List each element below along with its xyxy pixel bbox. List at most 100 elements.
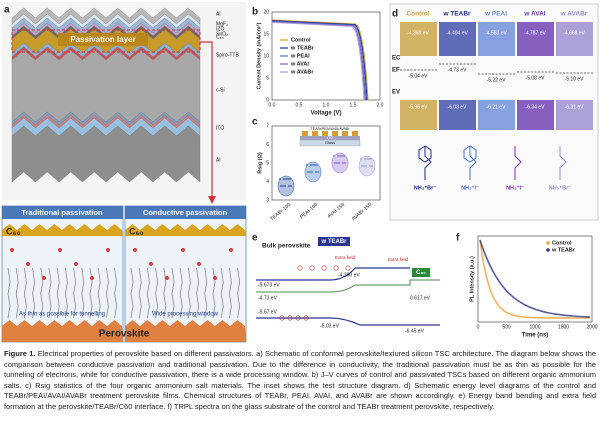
- field-label: Extra field: [335, 255, 356, 260]
- c60-label: C₆₀: [6, 226, 21, 236]
- dot: [283, 178, 285, 180]
- dot: [279, 178, 281, 180]
- dot: [361, 165, 363, 167]
- molecule: [73, 267, 77, 319]
- valence-band: [517, 100, 554, 130]
- ec-value: -4.404 eV: [446, 30, 468, 36]
- cb2-line: [256, 279, 440, 293]
- charge: [42, 276, 46, 280]
- x-tick-label: 1500: [558, 324, 569, 330]
- ec-value: -4.368 eV: [407, 30, 429, 36]
- legend-label: w AVAI: [290, 61, 309, 67]
- teabr-tag: [318, 237, 350, 246]
- molecule: [64, 267, 68, 319]
- carrier: [309, 265, 315, 271]
- perovskite-band: [125, 320, 246, 342]
- cond-header: [125, 206, 246, 219]
- molecule: [204, 267, 208, 319]
- column-title: w PEAI: [484, 11, 507, 18]
- passivation-tag: [58, 33, 148, 46]
- perovskite-label: Perovskite: [99, 329, 150, 340]
- molecule: [114, 267, 118, 319]
- dot: [289, 178, 291, 180]
- salt-label: NH₃⁺Br⁻: [414, 184, 437, 191]
- y-tick-label: 5: [266, 75, 269, 81]
- valence-band: [556, 100, 593, 130]
- dot: [363, 165, 365, 167]
- c60-band: [125, 224, 246, 236]
- dot: [341, 155, 343, 157]
- ec-value: -4.787 eV: [524, 30, 546, 36]
- stack-label: SnO₂: [216, 31, 228, 37]
- molecule: [23, 267, 27, 319]
- decay-curve: [479, 239, 591, 318]
- x-tick-label: 0: [477, 324, 480, 330]
- molecule: [81, 267, 85, 319]
- x-tick-label: 0.0: [269, 102, 276, 108]
- dot: [333, 155, 335, 157]
- y-tick-label: 4: [266, 179, 269, 185]
- molecule: [155, 267, 159, 319]
- dot: [371, 165, 373, 167]
- salt-label: NH₃⁺Br⁻: [549, 184, 572, 191]
- charge: [10, 248, 14, 252]
- charge: [165, 276, 169, 280]
- ec-value: -4.668 eV: [563, 30, 585, 36]
- stack-label: IZO: [216, 26, 224, 32]
- panel-label: f: [456, 233, 460, 244]
- dot: [284, 185, 286, 187]
- dot: [364, 158, 366, 160]
- energy-label: -5.67 eV: [258, 309, 278, 315]
- molecule: [187, 267, 191, 319]
- stack-label: Spiro-TTB: [216, 52, 239, 58]
- charge: [229, 248, 233, 252]
- thin-note: As thin as possible for tunnelling: [19, 312, 105, 318]
- teabr-label: w TEABr: [320, 239, 347, 245]
- dot: [343, 155, 345, 157]
- conduction-band: [517, 22, 554, 56]
- carrier: [303, 315, 309, 321]
- panel-label: a: [4, 5, 10, 16]
- ef-value: -5.22 eV: [487, 77, 507, 83]
- molecule: [97, 267, 101, 319]
- x-axis-label: Voltage (V): [311, 111, 342, 117]
- legend-label: w AVABr: [290, 69, 314, 75]
- legend-label: Control: [552, 240, 572, 246]
- stack-label: Al: [216, 157, 220, 163]
- carrier: [279, 315, 285, 321]
- molecule: [15, 267, 19, 319]
- charge: [149, 262, 153, 266]
- stack-label: C₆₀: [216, 34, 224, 40]
- structure: [424, 146, 432, 180]
- charge: [90, 276, 94, 280]
- column-title: w TEABr: [442, 11, 471, 18]
- conduction-band: [478, 22, 515, 56]
- violin: [358, 155, 376, 177]
- charge: [74, 262, 78, 266]
- x-tick-label: AVAI-150: [326, 202, 346, 220]
- conduction-band: [439, 22, 476, 56]
- dot: [311, 171, 313, 173]
- inset-electrode: [332, 131, 338, 136]
- cond-title: Conductive passivation: [143, 208, 228, 217]
- c60-label: C₆₀: [416, 270, 426, 276]
- jv-curve: [271, 21, 365, 101]
- jv-curve: [271, 20, 368, 101]
- panel-label: b: [252, 7, 258, 18]
- carrier: [333, 265, 339, 271]
- stack-label: MgF₂: [216, 21, 228, 27]
- inset-electrode: [322, 131, 328, 136]
- charge: [181, 248, 185, 252]
- inset-electrode: [352, 131, 358, 136]
- x-tick-label: 2000: [586, 324, 597, 330]
- inset-electrode: [302, 131, 308, 136]
- carrier: [287, 315, 293, 321]
- x-tick-label: 1000: [529, 324, 540, 330]
- caption: Figure 1. Electrical properties of perov…: [4, 349, 596, 413]
- ec-value: -4.583 eV: [485, 30, 507, 36]
- dot: [310, 164, 312, 166]
- level-label: EV: [392, 90, 400, 96]
- caption-label: Figure 1.: [4, 349, 36, 358]
